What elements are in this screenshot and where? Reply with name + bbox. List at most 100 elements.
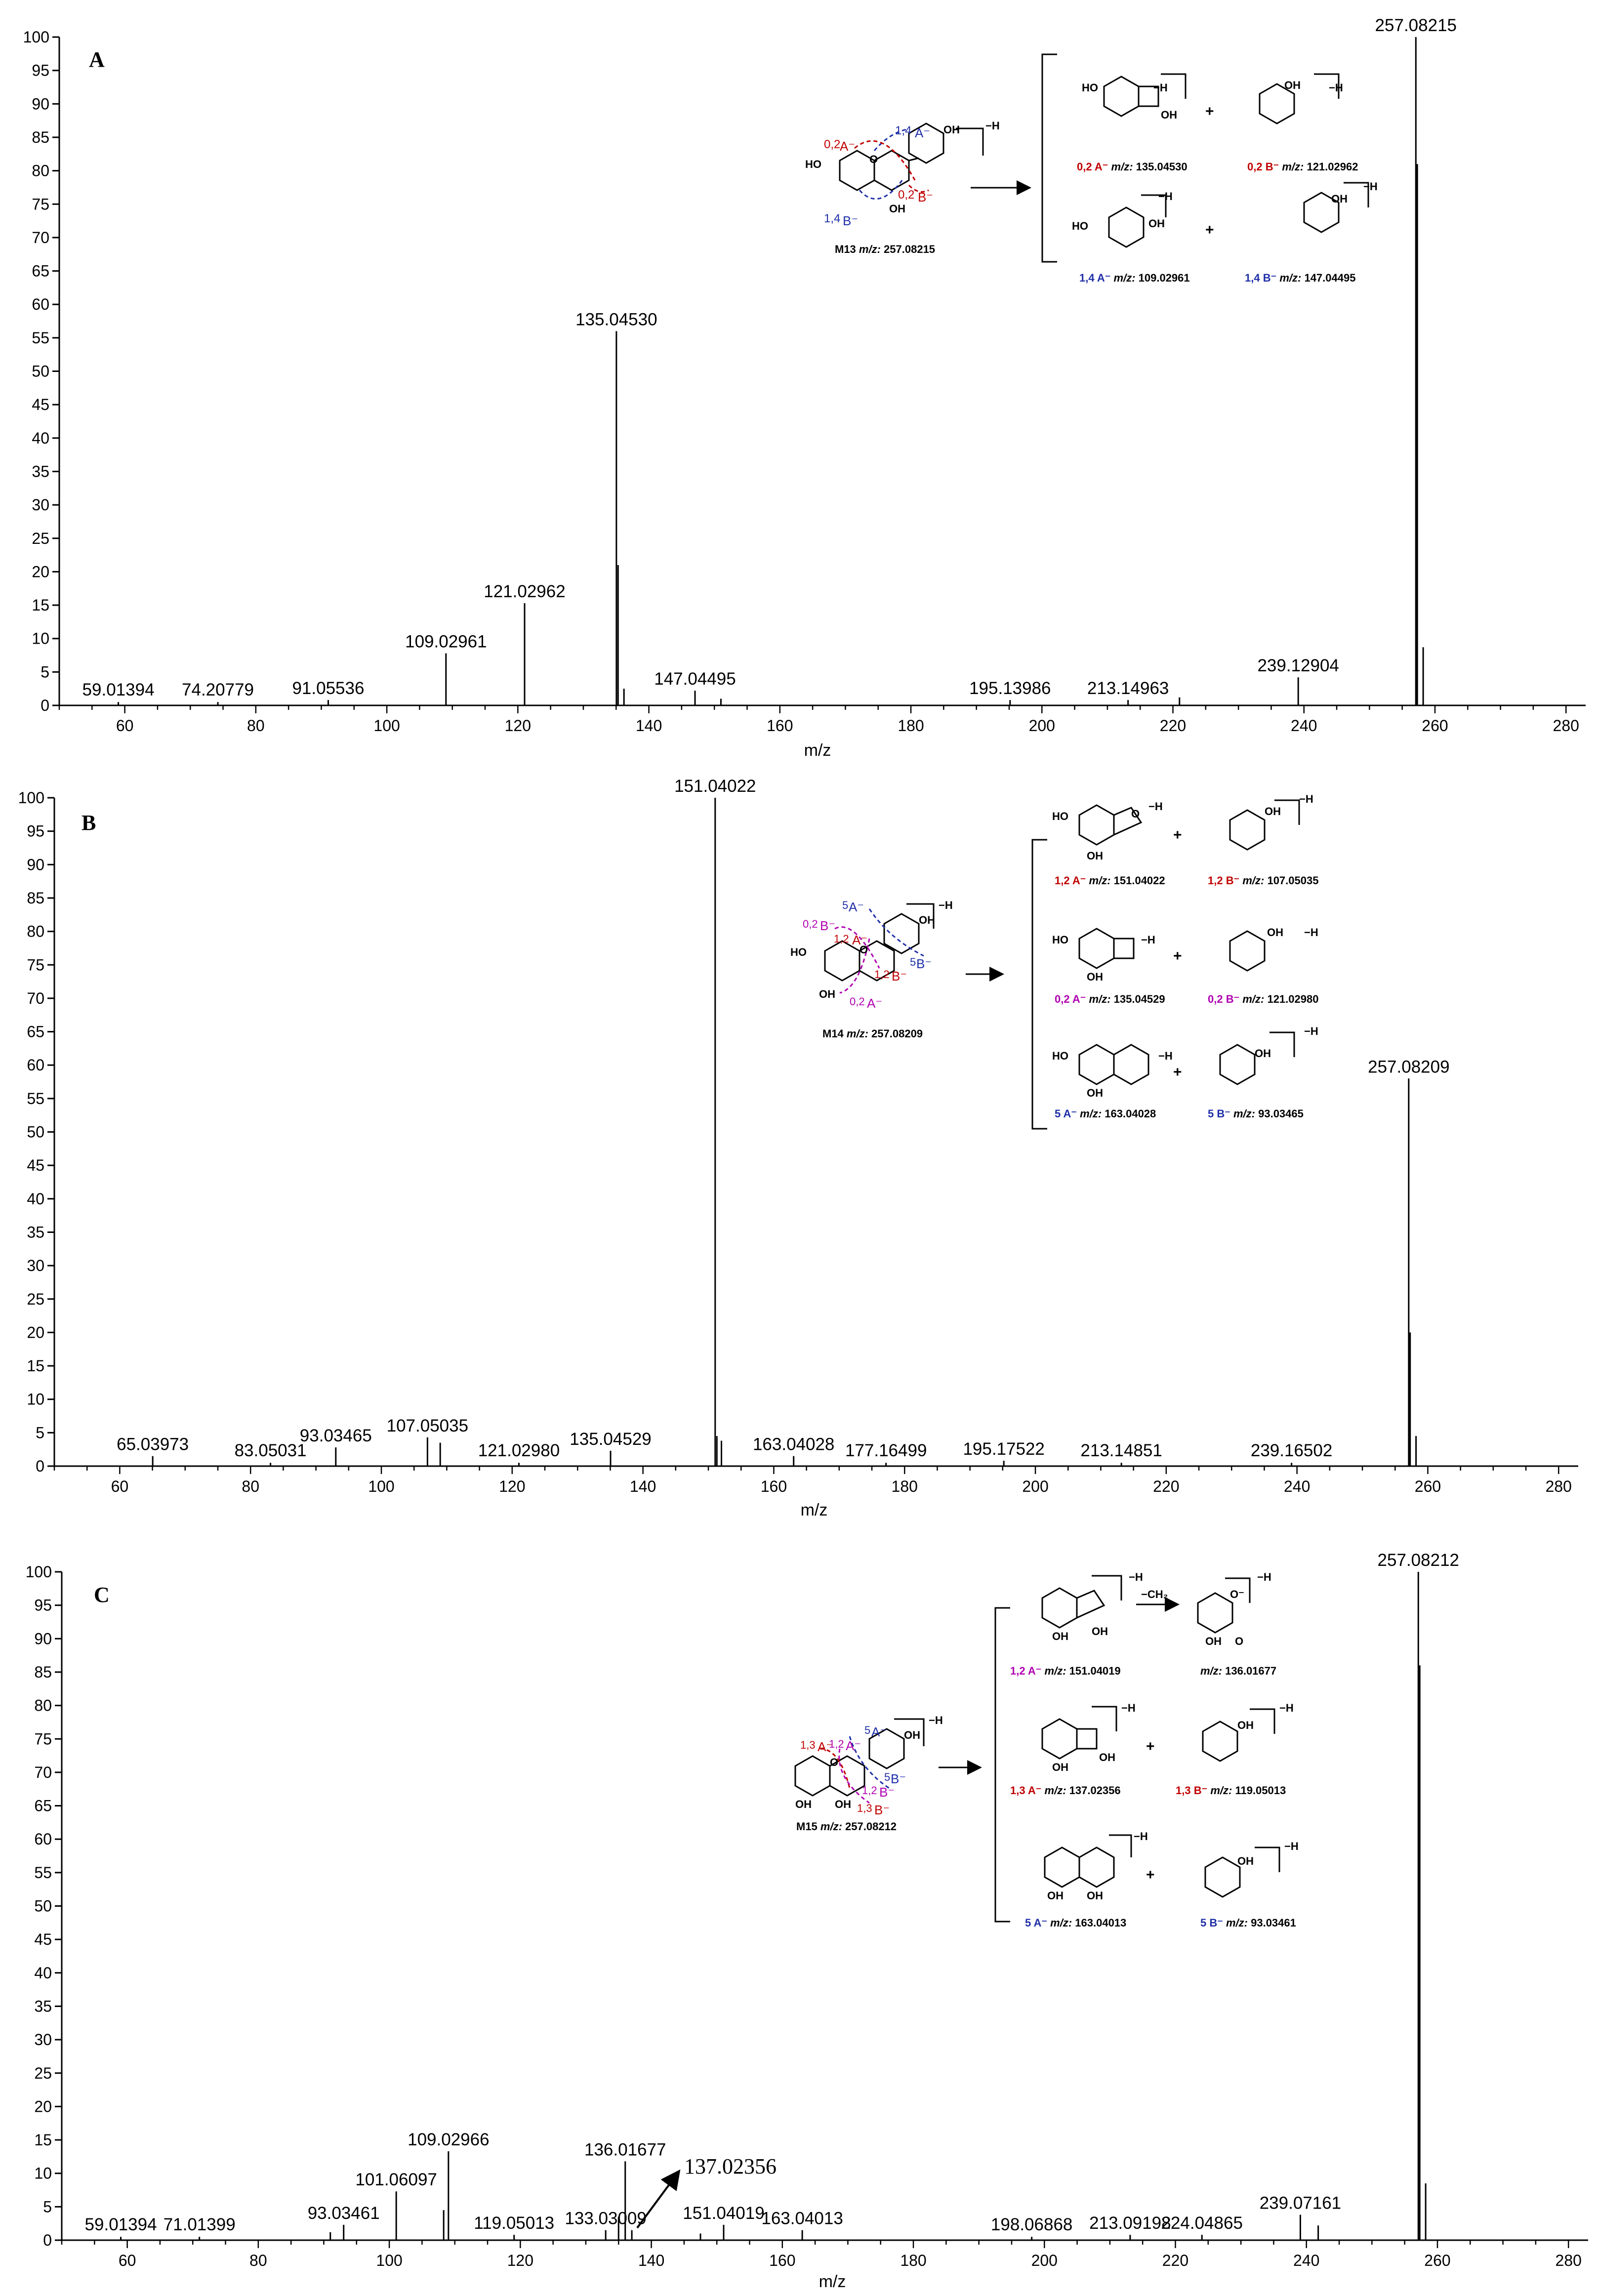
x-tick-label: 140	[636, 717, 662, 735]
svg-text:0,2: 0,2	[850, 995, 865, 1008]
axes: 0510152025303540455055606570758085909510…	[18, 789, 1578, 1495]
peak-label: 195.13986	[969, 679, 1051, 698]
svg-text:HO: HO	[1082, 82, 1098, 94]
x-tick-label: 160	[769, 2252, 795, 2269]
svg-text:1,2: 1,2	[829, 1738, 844, 1750]
svg-text:OH: OH	[1331, 193, 1348, 205]
y-tick-label: 75	[27, 956, 44, 974]
svg-text:B⁻: B⁻	[892, 969, 907, 984]
svg-text:HO: HO	[1072, 220, 1088, 232]
x-tick-label: 160	[767, 717, 793, 735]
svg-text:0,2: 0,2	[824, 138, 840, 151]
x-tick-label: 80	[247, 717, 265, 735]
product-bracket	[1031, 839, 1047, 1130]
x-tick-label: 240	[1291, 717, 1317, 735]
svg-text:O: O	[1235, 1635, 1243, 1647]
svg-text:OH: OH	[1255, 1047, 1271, 1060]
x-tick-label: 60	[116, 717, 134, 735]
svg-text:OH: OH	[1237, 1855, 1254, 1867]
y-tick-label: 10	[27, 1391, 44, 1408]
peak-label: 135.04530	[575, 310, 657, 329]
y-tick-label: 85	[27, 889, 44, 907]
svg-text:5: 5	[884, 1771, 890, 1783]
svg-text:OH: OH	[889, 203, 905, 215]
x-tick-label: 280	[1556, 2252, 1582, 2269]
x-tick-label: 180	[900, 2252, 926, 2269]
x-tick-label: 180	[898, 717, 924, 735]
y-tick-label: 20	[27, 1323, 44, 1341]
svg-text:5: 5	[864, 1724, 870, 1736]
x-axis-label: m/z	[801, 1501, 828, 1519]
product-label: 1,2 A⁻ m/z: 151.04022	[1055, 874, 1165, 887]
peak-label: 257.08212	[1378, 1551, 1459, 1570]
product-label: 1,3 A⁻ m/z: 137.02356	[1010, 1784, 1121, 1797]
svg-text:5: 5	[842, 899, 848, 911]
x-tick-label: 240	[1284, 1477, 1310, 1495]
x-tick-label: 220	[1162, 2252, 1188, 2269]
x-tick-label: 120	[505, 717, 531, 735]
annotation-label: 137.02356	[684, 2154, 777, 2178]
peak-label: 83.05031	[235, 1441, 307, 1460]
y-tick-label: 65	[27, 1023, 44, 1041]
peak-label: 257.08209	[1368, 1057, 1449, 1076]
svg-text:−H: −H	[1304, 926, 1318, 939]
peak-label: 198.06868	[991, 2215, 1072, 2234]
svg-text:+: +	[1205, 103, 1214, 120]
y-tick-label: 70	[32, 229, 49, 246]
peak-label: 239.12904	[1257, 656, 1339, 675]
x-tick-label: 200	[1029, 717, 1055, 735]
svg-text:OH: OH	[1099, 1751, 1115, 1763]
svg-text:1,3: 1,3	[800, 1739, 816, 1751]
precursor-label: M13 m/z: 257.08215	[835, 243, 935, 255]
product-label: 0,2 A⁻ m/z: 135.04529	[1055, 993, 1165, 1005]
svg-text:+: +	[1146, 1867, 1155, 1883]
x-tick-label: 260	[1424, 2252, 1450, 2269]
x-tick-label: 220	[1160, 717, 1186, 735]
x-tick-label: 280	[1546, 1477, 1572, 1495]
svg-text:1,4: 1,4	[824, 212, 840, 225]
svg-text:A⁻: A⁻	[871, 1724, 887, 1739]
svg-text:+: +	[1146, 1738, 1155, 1755]
svg-text:OH: OH	[1148, 217, 1165, 230]
svg-text:OH: OH	[919, 914, 935, 926]
product-label: 5 B⁻ m/z: 93.03461	[1200, 1917, 1296, 1929]
x-axis-label: m/z	[804, 741, 831, 760]
svg-text:OH: OH	[1237, 1719, 1254, 1731]
product-label: 5 B⁻ m/z: 93.03465	[1208, 1107, 1304, 1120]
panel-label: A	[89, 47, 105, 72]
x-tick-label: 140	[630, 1477, 656, 1495]
y-tick-label: 40	[34, 1964, 52, 1982]
svg-text:HO: HO	[1052, 1050, 1068, 1062]
x-tick-label: 140	[638, 2252, 664, 2269]
product-bracket	[1041, 53, 1057, 263]
svg-text:−H: −H	[1148, 800, 1163, 813]
product-label: 1,3 B⁻ m/z: 119.05013	[1176, 1784, 1286, 1797]
panel-c: C 05101520253035404550556065707580859095…	[26, 1551, 1588, 2291]
peak-label: 109.02961	[405, 632, 487, 651]
y-tick-label: 20	[34, 2097, 52, 2115]
peak-label: 177.16499	[845, 1441, 927, 1460]
y-tick-label: 60	[27, 1056, 44, 1074]
peak-label: 224.04865	[1161, 2214, 1242, 2233]
peak-label: 59.01394	[85, 2215, 157, 2234]
x-tick-label: 220	[1153, 1477, 1179, 1495]
svg-text:A⁻: A⁻	[846, 1738, 861, 1753]
svg-text:OH: OH	[1087, 1889, 1103, 1902]
precursor-label: M15 m/z: 257.08212	[796, 1820, 897, 1833]
svg-text:OH: OH	[1267, 926, 1283, 939]
product-label: 5 A⁻ m/z: 163.04028	[1055, 1107, 1156, 1120]
product-label: 1,4 B⁻ m/z: 147.04495	[1245, 272, 1355, 284]
svg-text:−H: −H	[1129, 1571, 1143, 1583]
y-tick-label: 5	[43, 2198, 52, 2215]
svg-text:−H: −H	[1329, 82, 1343, 94]
y-tick-label: 95	[27, 822, 44, 840]
svg-text:+: +	[1173, 948, 1182, 964]
svg-text:OH: OH	[1047, 1889, 1064, 1902]
axes: 0510152025303540455055606570758085909510…	[23, 28, 1586, 735]
y-tick-label: 100	[23, 28, 49, 46]
y-tick-label: 35	[34, 1997, 52, 2015]
peak-label: 107.05035	[387, 1416, 468, 1435]
y-tick-label: 75	[32, 195, 49, 213]
